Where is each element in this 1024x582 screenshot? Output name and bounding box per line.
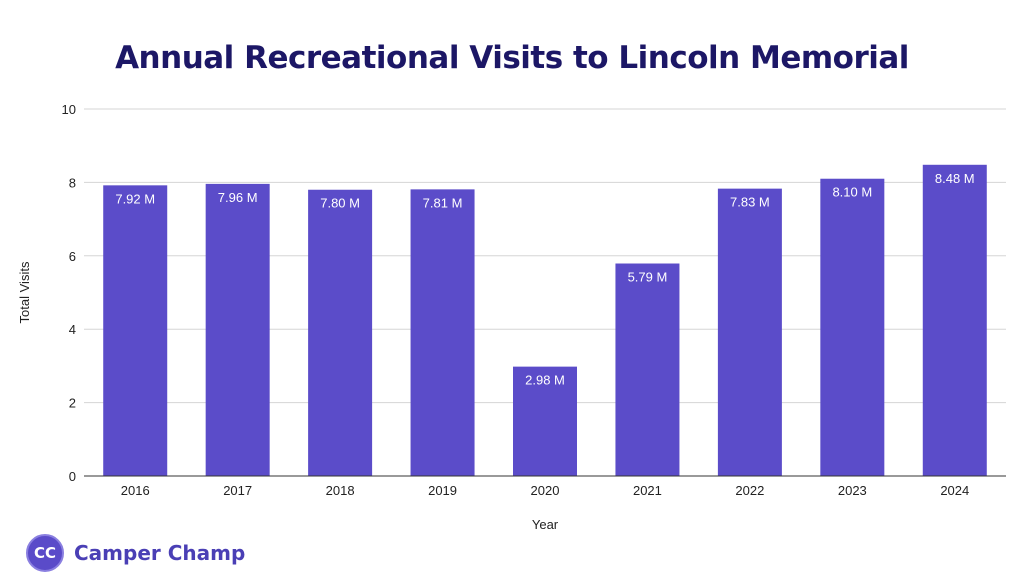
x-tick-label: 2020 bbox=[531, 483, 560, 498]
bar-2019 bbox=[410, 189, 475, 477]
bar-data-label: 2.98 M bbox=[525, 373, 565, 388]
bar-2018 bbox=[308, 189, 373, 477]
x-tick-label: 2016 bbox=[121, 483, 150, 498]
bar-data-label: 7.81 M bbox=[423, 195, 463, 210]
y-tick-label: 2 bbox=[69, 396, 76, 411]
x-tick-label: 2019 bbox=[428, 483, 457, 498]
bar-2022 bbox=[717, 188, 782, 476]
bars bbox=[103, 164, 987, 477]
bar-data-label: 5.79 M bbox=[628, 270, 668, 285]
x-tick-label: 2022 bbox=[735, 483, 764, 498]
bar-data-label: 8.48 M bbox=[935, 171, 975, 186]
x-tick-label: 2018 bbox=[326, 483, 355, 498]
y-tick-label: 10 bbox=[62, 102, 76, 117]
bar-2020 bbox=[513, 366, 577, 476]
bar-2021 bbox=[615, 263, 680, 476]
bar-2024 bbox=[922, 164, 987, 476]
x-tick-label: 2021 bbox=[633, 483, 662, 498]
brand-logo: CC Camper Champ bbox=[26, 534, 245, 572]
bar-2016 bbox=[103, 185, 168, 476]
logo-badge-icon: CC bbox=[26, 534, 64, 572]
x-tick-label: 2017 bbox=[223, 483, 252, 498]
y-tick-label: 6 bbox=[69, 249, 76, 264]
y-tick-label: 0 bbox=[69, 469, 76, 484]
x-axis-label: Year bbox=[532, 517, 559, 532]
bar-data-label: 7.80 M bbox=[320, 196, 360, 211]
bar-data-labels: 7.92 M 7.96 M 7.80 M 7.81 M 2.98 M 5.79 M 7.83… bbox=[115, 171, 974, 388]
bar-data-label: 7.96 M bbox=[218, 190, 258, 205]
bar-2017 bbox=[205, 183, 270, 477]
bar-data-label: 8.10 M bbox=[832, 185, 872, 200]
x-tick-label: 2023 bbox=[838, 483, 867, 498]
y-tick-labels: 0 2 4 6 8 10 bbox=[62, 102, 76, 484]
bar-2023 bbox=[820, 178, 885, 477]
logo-text: Camper Champ bbox=[74, 541, 246, 565]
y-tick-label: 8 bbox=[69, 175, 76, 190]
x-tick-label: 2024 bbox=[940, 483, 969, 498]
bar-data-label: 7.92 M bbox=[115, 191, 155, 206]
bar-data-label: 7.83 M bbox=[730, 195, 770, 210]
y-axis-label: Total Visits bbox=[17, 261, 32, 323]
x-tick-labels: 2016 2017 2018 2019 2020 2021 2022 2023 2024 bbox=[121, 483, 969, 498]
y-tick-label: 4 bbox=[69, 322, 76, 337]
chart-title: Annual Recreational Visits to Lincoln Me… bbox=[115, 40, 909, 76]
